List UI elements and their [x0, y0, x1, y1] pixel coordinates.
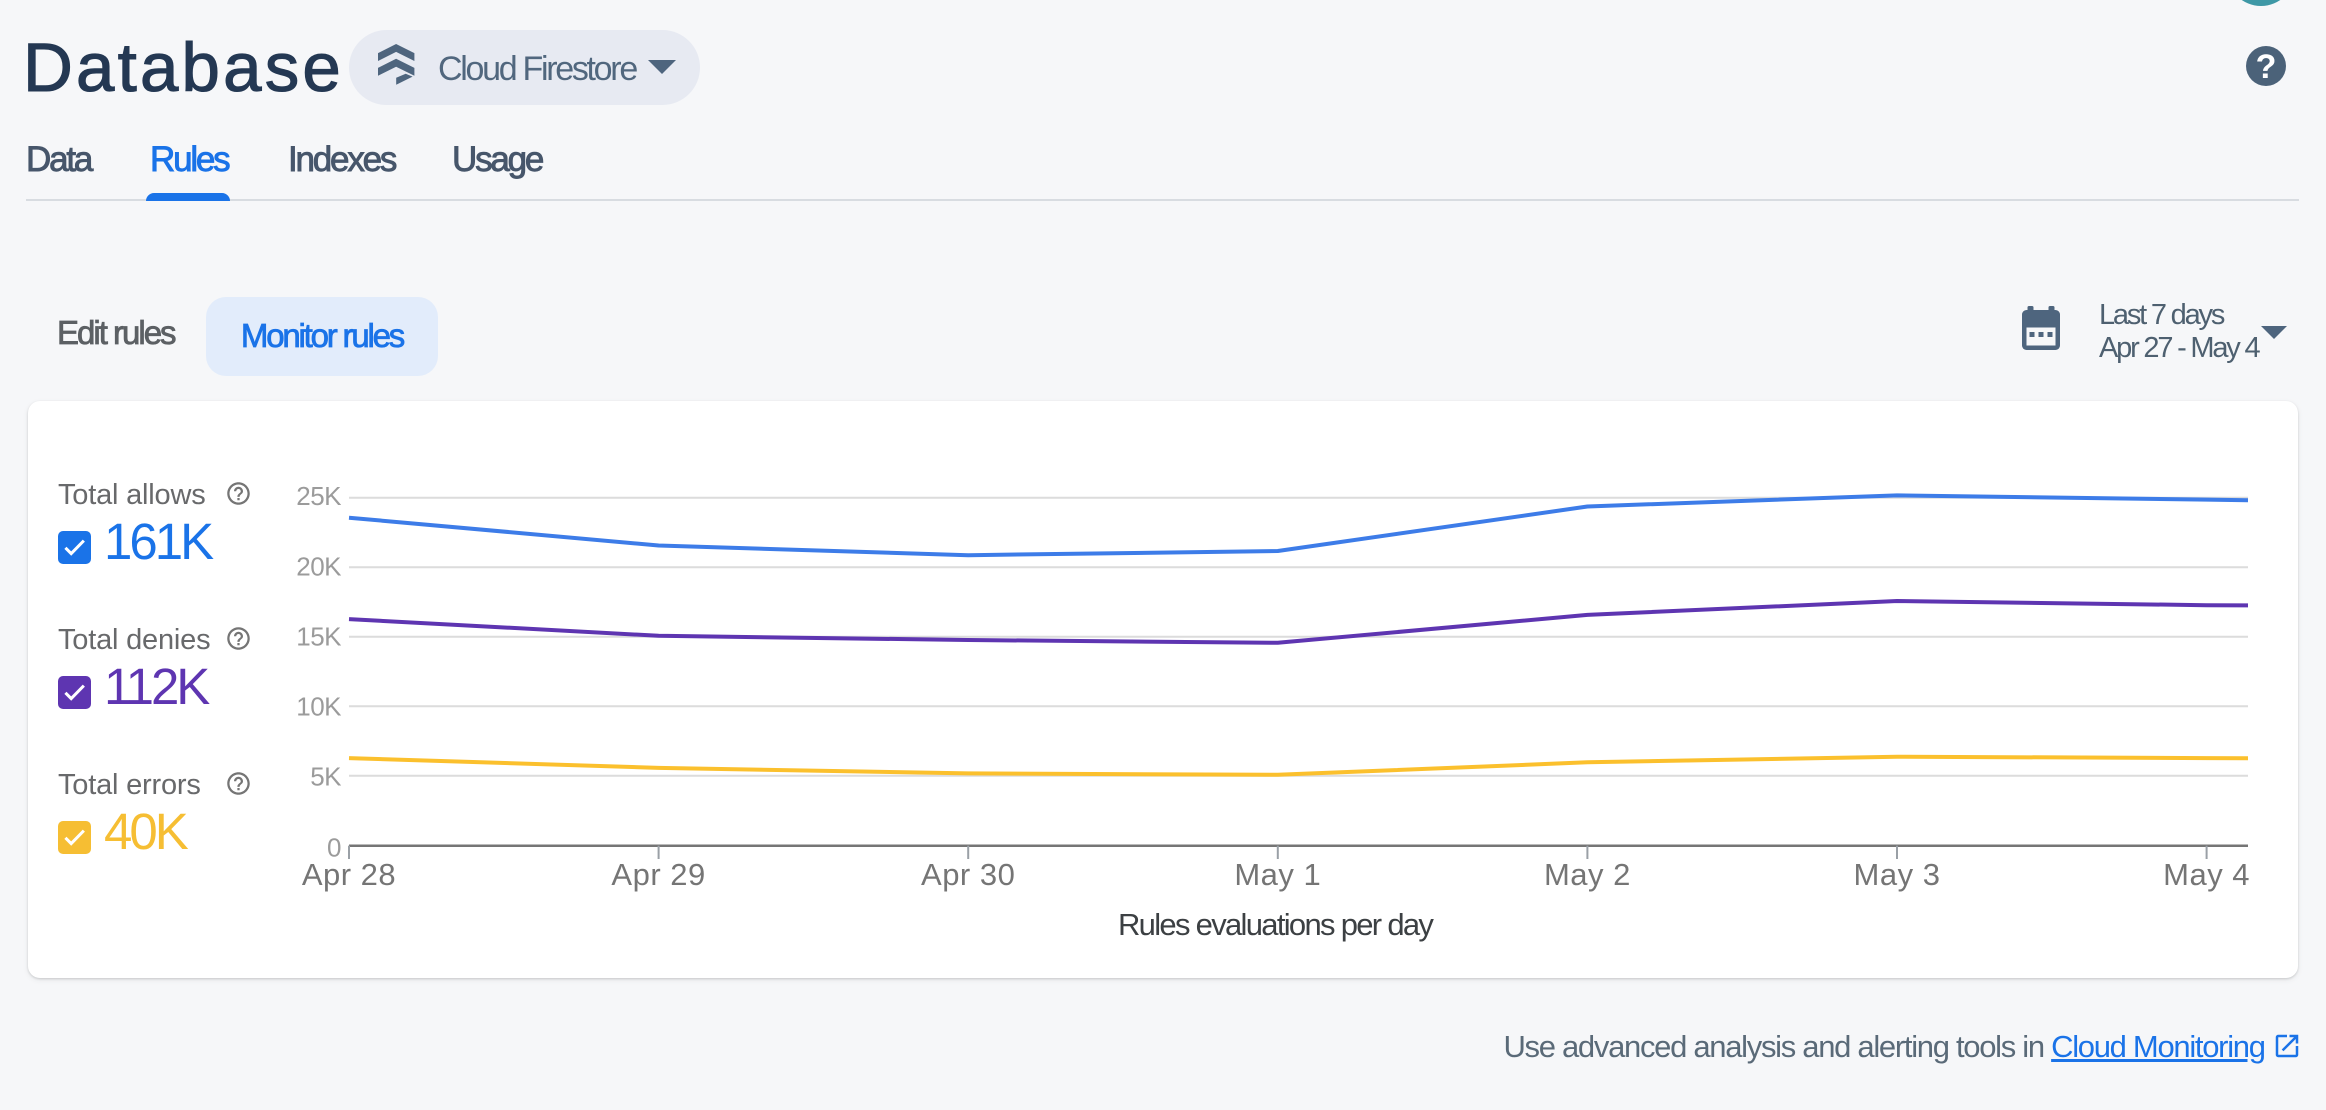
svg-text:20K: 20K — [296, 552, 342, 582]
svg-text:25K: 25K — [296, 481, 342, 511]
svg-text:May 4: May 4 — [2163, 857, 2250, 892]
svg-text:May 2: May 2 — [1544, 857, 1631, 892]
svg-text:Apr 29: Apr 29 — [611, 857, 705, 892]
svg-text:15K: 15K — [296, 622, 342, 652]
svg-text:Apr 28: Apr 28 — [302, 857, 396, 892]
svg-text:5K: 5K — [310, 762, 342, 792]
svg-text:0: 0 — [327, 833, 341, 863]
svg-text:10K: 10K — [296, 692, 342, 722]
svg-text:May 3: May 3 — [1854, 857, 1941, 892]
svg-text:May 1: May 1 — [1234, 857, 1321, 892]
svg-text:Apr 30: Apr 30 — [921, 857, 1015, 892]
